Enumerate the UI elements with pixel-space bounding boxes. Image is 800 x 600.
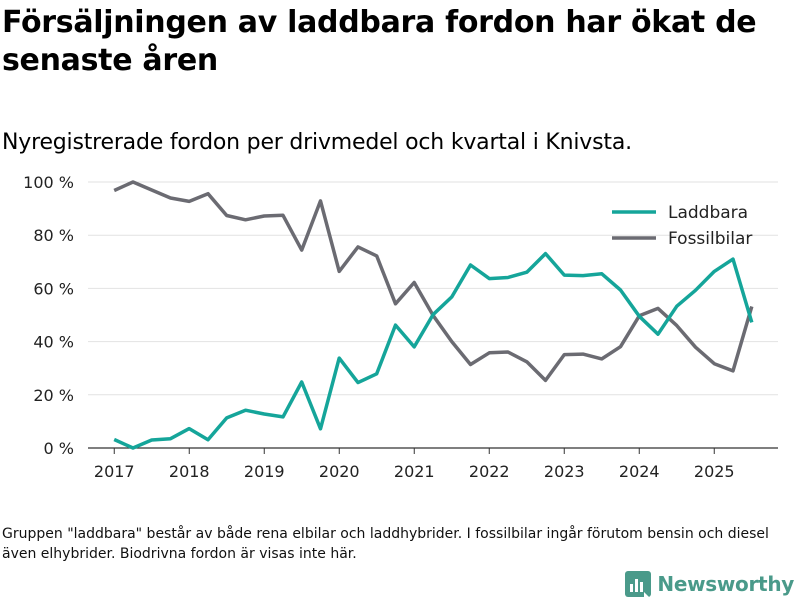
x-tick-label: 2020: [319, 462, 360, 481]
series-line-fossilbilar: [113, 180, 754, 383]
y-tick-label: 0 %: [44, 439, 74, 458]
series-line-laddbara: [113, 251, 754, 450]
x-tick-label: 2023: [544, 462, 585, 481]
x-tick-label: 2022: [469, 462, 510, 481]
axes: 0 % 20 % 40 % 60 % 80 % 100 % 2017 2018 2019 2020…: [23, 173, 734, 481]
legend-label-laddbara: Laddbara: [668, 203, 748, 223]
x-tick-label: 2024: [619, 462, 660, 481]
y-tick-label: 80 %: [33, 226, 74, 245]
chart-subtitle: Nyregistrerade fordon per drivmedel och …: [2, 130, 632, 155]
x-tick-label: 2018: [169, 462, 210, 481]
y-tick-label: 20 %: [33, 386, 74, 405]
line-chart: 0 % 20 % 40 % 60 % 80 % 100 % 2017 2018 2019 2020…: [23, 173, 778, 481]
footnote: Gruppen "laddbara" består av både rena e…: [2, 526, 769, 562]
x-tick-label: 2017: [94, 462, 135, 481]
brand-name: Newsworthy: [657, 572, 794, 596]
series-lines: [113, 180, 754, 450]
legend-label-fossilbilar: Fossilbilar: [668, 229, 752, 249]
x-tick-label: 2019: [244, 462, 285, 481]
y-tick-label: 100 %: [23, 173, 74, 192]
newsworthy-logo-icon: [625, 571, 652, 597]
y-tick-label: 40 %: [33, 333, 74, 352]
chart-title: Försäljningen av laddbara fordon har öka…: [2, 5, 757, 78]
legend: Laddbara Fossilbilar: [612, 203, 752, 249]
y-tick-label: 60 %: [33, 279, 74, 298]
x-tick-label: 2021: [394, 462, 435, 481]
brand-logo: Newsworthy: [625, 568, 794, 600]
x-tick-label: 2025: [694, 462, 735, 481]
gridlines: [88, 181, 778, 449]
